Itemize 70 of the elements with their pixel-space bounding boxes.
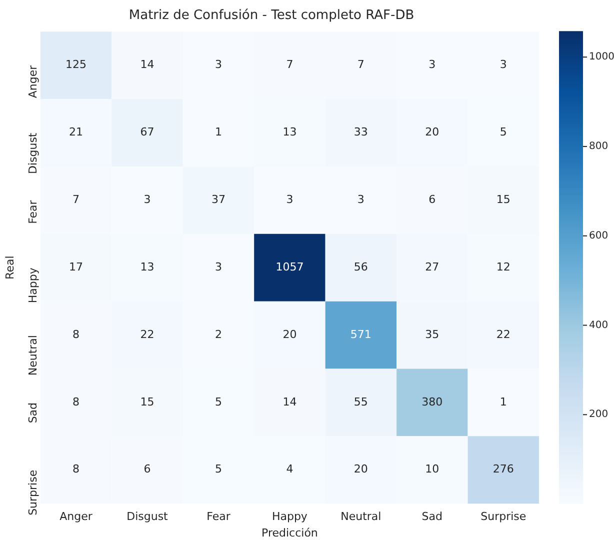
data-label: 1 bbox=[500, 395, 507, 408]
data-label: 56 bbox=[354, 260, 368, 274]
color-bar-label: 400 bbox=[589, 320, 608, 331]
chart-title: Matriz de Confusión - Test completo RAF-DB bbox=[128, 8, 414, 24]
data-label: 7 bbox=[72, 193, 80, 206]
data-label: 10 bbox=[425, 462, 440, 476]
y-tick-label: Sad bbox=[26, 402, 40, 424]
y-tick-label: Anger bbox=[26, 64, 40, 98]
data-label: 17 bbox=[69, 260, 84, 274]
data-label: 5 bbox=[500, 126, 507, 139]
data-label: 1 bbox=[214, 126, 222, 139]
data-label: 2 bbox=[214, 328, 222, 341]
color-bar-label: 1000 bbox=[589, 52, 614, 63]
data-label: 3 bbox=[428, 58, 436, 72]
x-tick-label: Disgust bbox=[126, 510, 169, 524]
data-label: 12 bbox=[496, 260, 510, 274]
data-label: 22 bbox=[496, 328, 510, 341]
color-bar-label: 200 bbox=[589, 409, 608, 420]
data-label: 15 bbox=[496, 193, 510, 206]
data-label: 8 bbox=[72, 395, 80, 408]
data-label: 3 bbox=[286, 193, 294, 206]
data-label: 7 bbox=[357, 58, 364, 72]
data-label: 7 bbox=[286, 58, 294, 72]
data-label: 8 bbox=[72, 328, 80, 341]
data-label: 67 bbox=[140, 126, 154, 139]
data-label: 15 bbox=[140, 395, 154, 408]
data-label: 37 bbox=[211, 193, 226, 206]
data-label: 276 bbox=[492, 462, 514, 476]
data-label: 5 bbox=[214, 395, 222, 408]
data-label: 3 bbox=[214, 58, 222, 72]
data-label: 20 bbox=[354, 462, 368, 476]
x-tick-label: Sad bbox=[422, 510, 443, 524]
data-label: 22 bbox=[140, 328, 154, 341]
data-label: 3 bbox=[500, 58, 507, 72]
x-tick-label: Surprise bbox=[480, 510, 526, 524]
data-label: 1057 bbox=[276, 260, 304, 274]
data-label: 571 bbox=[350, 328, 372, 341]
data-label: 20 bbox=[425, 126, 440, 139]
data-label: 380 bbox=[422, 395, 443, 408]
data-label: 6 bbox=[144, 462, 151, 476]
data-label: 13 bbox=[140, 260, 154, 274]
x-tick-label: Neutral bbox=[340, 510, 382, 524]
y-tick-label: Disgust bbox=[26, 132, 40, 174]
data-label: 5 bbox=[214, 462, 222, 476]
data-label: 13 bbox=[282, 126, 297, 139]
data-label: 20 bbox=[282, 328, 297, 341]
data-label: 14 bbox=[140, 58, 154, 72]
x-tick-label: Anger bbox=[60, 510, 93, 524]
x-axis-title: Predicción bbox=[262, 526, 318, 540]
data-label: 35 bbox=[425, 328, 440, 341]
data-label: 4 bbox=[286, 462, 294, 476]
data-label: 3 bbox=[214, 260, 222, 274]
data-label: 21 bbox=[69, 126, 84, 139]
y-axis-title: Real bbox=[3, 256, 16, 280]
color-bar-label: 600 bbox=[589, 230, 608, 242]
y-tick-label: Neutral bbox=[26, 335, 40, 376]
data-label: 8 bbox=[72, 462, 80, 476]
data-label: 3 bbox=[144, 193, 151, 206]
x-tick-label: Fear bbox=[206, 510, 231, 524]
data-label: 27 bbox=[425, 260, 440, 274]
data-label: 14 bbox=[282, 395, 297, 408]
y-tick-label: Happy bbox=[26, 267, 40, 304]
x-tick-label: Happy bbox=[272, 510, 308, 524]
color-bar-label: 800 bbox=[589, 141, 608, 152]
data-label: 6 bbox=[428, 193, 436, 206]
y-tick-label: Fear bbox=[26, 200, 40, 224]
data-label: 55 bbox=[354, 395, 368, 408]
data-label: 33 bbox=[354, 126, 368, 139]
data-label: 3 bbox=[357, 193, 364, 206]
data-label: 125 bbox=[66, 58, 87, 72]
